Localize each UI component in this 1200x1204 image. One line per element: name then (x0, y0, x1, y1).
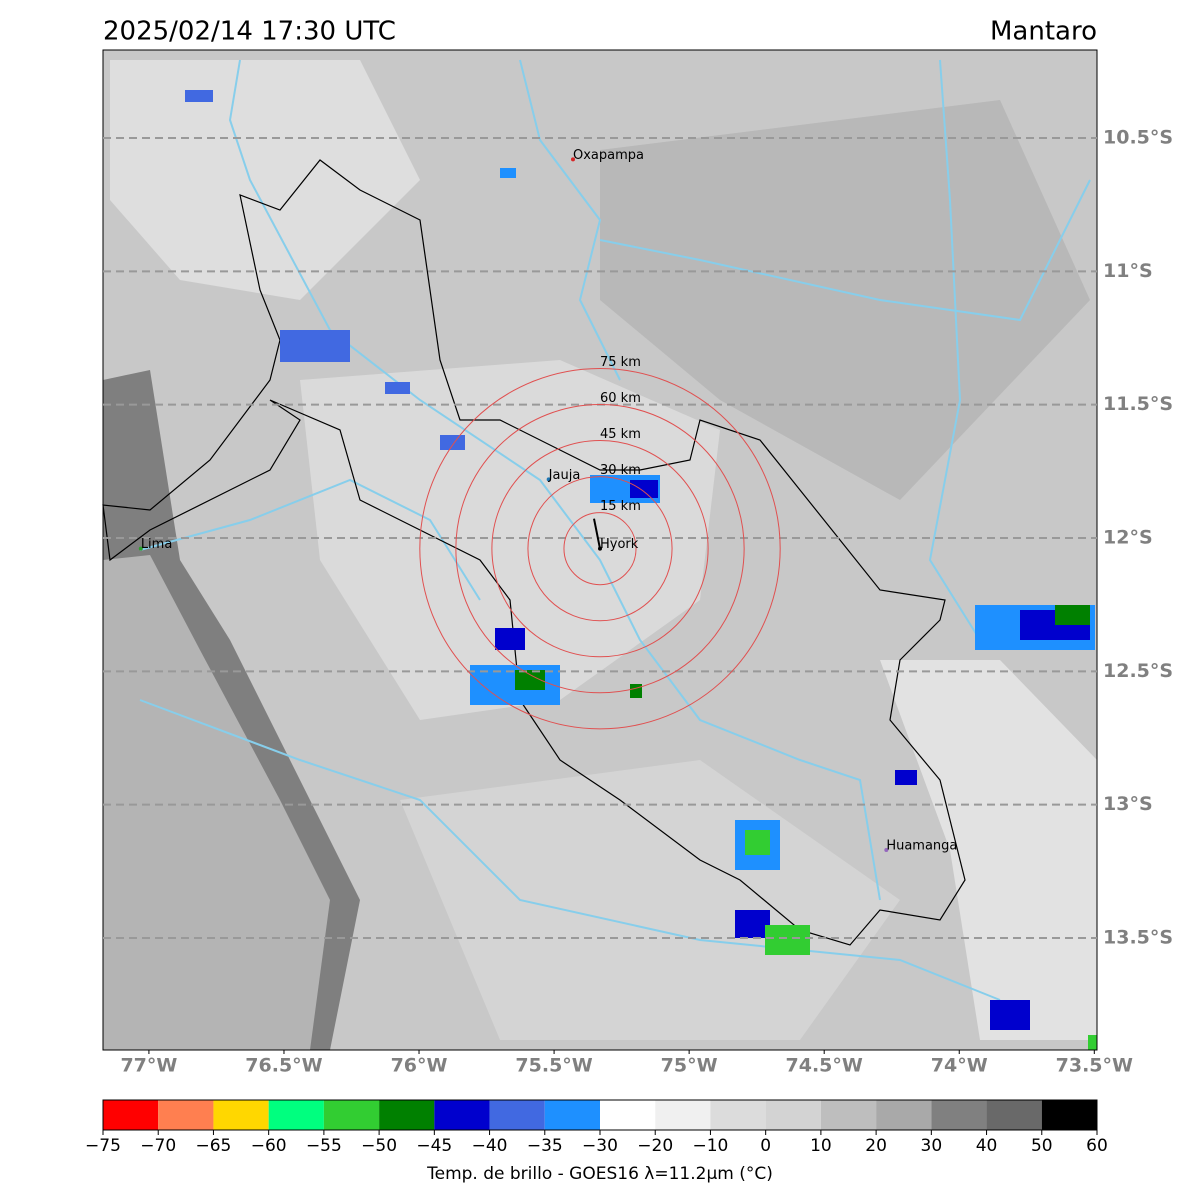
ring-label: 30 km (600, 463, 641, 478)
colorbar-tick-label: 50 (1031, 1136, 1053, 1156)
lon-tick-label: 75.5°W (515, 1055, 592, 1077)
region: Mantaro (990, 17, 1097, 47)
colorbar-bin (323, 1100, 380, 1130)
lat-tick-label: 12°S (1103, 527, 1153, 549)
colorbar-label: Temp. de brillo - GOES16 λ=11.2μm (°C) (426, 1164, 773, 1184)
colorbar-bin (765, 1100, 821, 1130)
range-ring (491, 440, 709, 658)
city-label: Lima (141, 537, 172, 552)
city-marker (570, 157, 575, 162)
ring-label: 75 km (600, 355, 641, 370)
range-ring (419, 367, 781, 730)
lat-tick-label: 10.5°S (1103, 127, 1173, 149)
colorbar-bin (820, 1100, 877, 1130)
lat-tick-label: 13.5°S (1103, 927, 1173, 949)
colorbar-bin (986, 1100, 1042, 1130)
colorbar-tick-label: 0 (760, 1136, 771, 1156)
lon-tick-label: 77°W (120, 1055, 177, 1077)
colorbar-bin (434, 1100, 490, 1130)
colorbar-tick-label: −45 (416, 1136, 452, 1156)
colorbar-bin (268, 1100, 324, 1130)
colorbar-tick-label: −60 (251, 1136, 287, 1156)
city-label: Hyork (600, 537, 639, 552)
colorbar-bin (544, 1100, 600, 1130)
lat-tick-label: 11°S (1103, 260, 1153, 282)
colorbar-tick-label: −30 (582, 1136, 618, 1156)
colorbar-bin (213, 1100, 269, 1130)
colorbar-tick-label: −40 (472, 1136, 508, 1156)
colorbar-tick-label: −75 (85, 1136, 121, 1156)
city-label: Jauja (548, 468, 581, 483)
city-label: Oxapampa (573, 148, 644, 163)
lat-tick-label: 12.5°S (1103, 660, 1173, 682)
colorbar-tick-label: −10 (692, 1136, 728, 1156)
range-ring (563, 512, 637, 586)
colorbar-tick-label: 30 (921, 1136, 943, 1156)
ring-label: 15 km (600, 499, 641, 514)
lon-tick-label: 76°W (391, 1055, 448, 1077)
range-ring (527, 476, 673, 622)
colorbar-tick-label: −65 (195, 1136, 231, 1156)
lat-tick-label: 11.5°S (1103, 393, 1173, 415)
colorbar-tick-label: 10 (810, 1136, 832, 1156)
colorbar-tick-label: −50 (361, 1136, 397, 1156)
ring-label: 45 km (600, 427, 641, 442)
lon-tick-label: 74.5°W (786, 1055, 863, 1077)
city-marker (598, 546, 602, 551)
colorbar-bin (876, 1100, 932, 1130)
colorbar-tick-label: 20 (865, 1136, 887, 1156)
city-marker (138, 546, 143, 551)
colorbar-tick-label: −70 (140, 1136, 176, 1156)
city-label: Huamanga (886, 839, 957, 854)
lon-tick-label: 73.5°W (1056, 1055, 1133, 1077)
colorbar-tick-label: 40 (976, 1136, 998, 1156)
ring-label: 60 km (600, 391, 641, 406)
colorbar-tick-label: −35 (527, 1136, 563, 1156)
city-marker (884, 848, 889, 852)
colorbar-tick-label: −55 (306, 1136, 342, 1156)
colorbar-bin (379, 1100, 435, 1130)
colorbar-bin (600, 1100, 656, 1130)
colorbar-bin (655, 1100, 711, 1130)
title: 2025/02/14 17:30 UTC (103, 17, 396, 47)
range-ring (455, 404, 745, 694)
colorbar-bin (1041, 1100, 1097, 1130)
lat-tick-label: 13°S (1103, 793, 1153, 815)
colorbar-tick-label: 60 (1086, 1136, 1108, 1156)
lon-tick-label: 76.5°W (245, 1055, 322, 1077)
colorbar-bin (710, 1100, 766, 1130)
colorbar-bin (158, 1100, 214, 1130)
map-frame (102, 49, 1098, 1051)
colorbar-bin (489, 1100, 545, 1130)
imagery (102, 50, 1097, 1050)
lon-tick-label: 75°W (661, 1055, 718, 1077)
city-marker (546, 477, 551, 482)
track (593, 518, 601, 549)
lon-tick-label: 74°W (931, 1055, 988, 1077)
colorbar-tick-label: −20 (637, 1136, 673, 1156)
colorbar-bin (931, 1100, 987, 1130)
colorbar-bin (103, 1100, 159, 1130)
